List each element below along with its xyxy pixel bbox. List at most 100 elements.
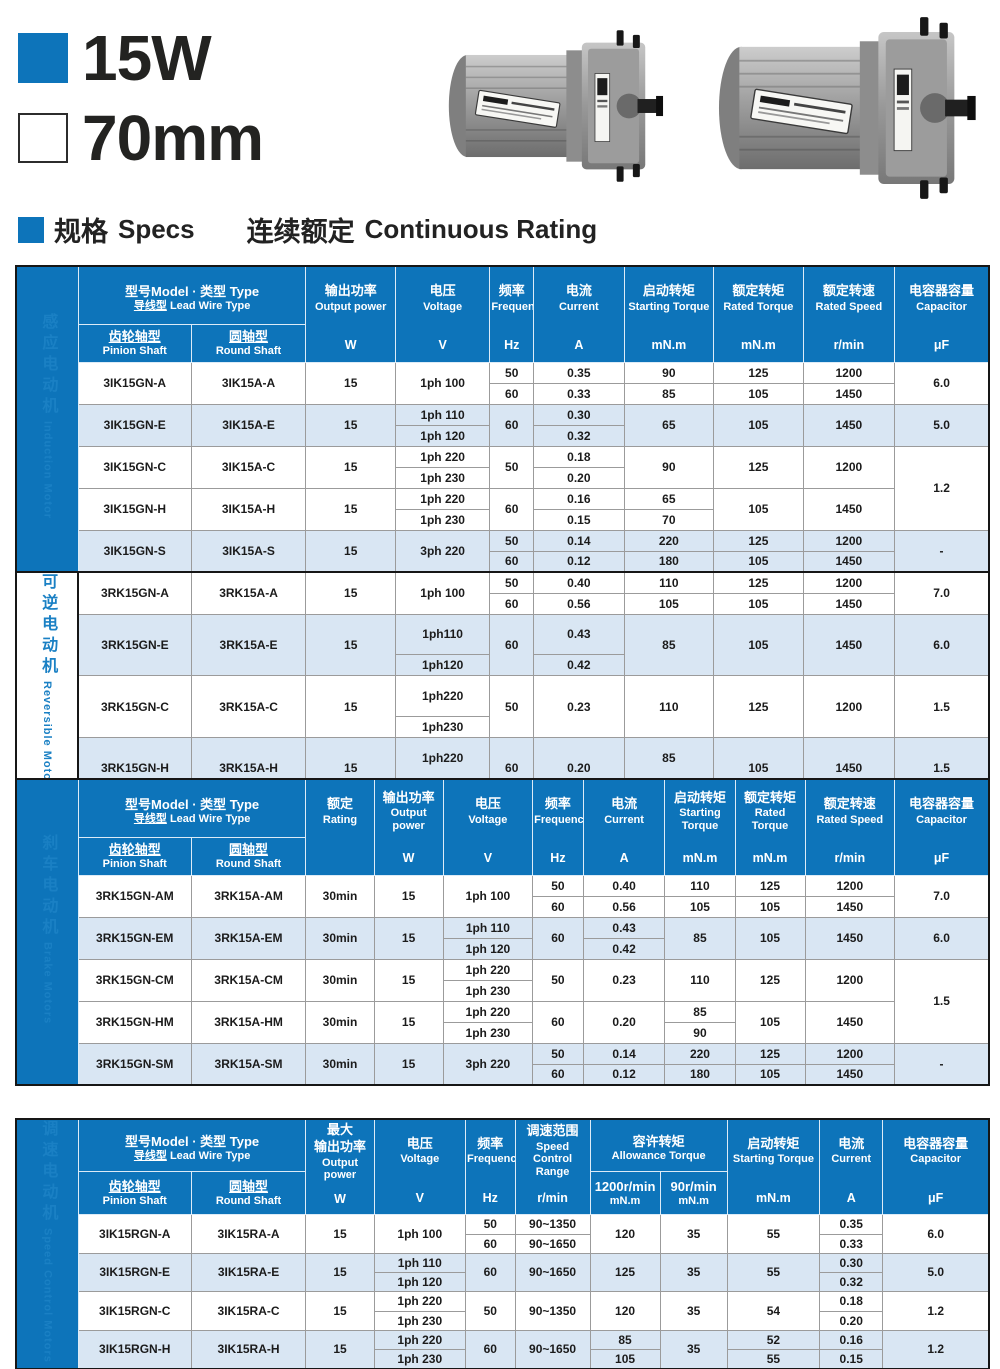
table-row: 60 90~1650 0.33 (16, 1233, 989, 1254)
value-cell: 0.32 (819, 1272, 884, 1293)
value-cell: 90~1650 (514, 1252, 591, 1293)
value-cell: 3IK15RGN-A (77, 1214, 192, 1254)
value-cell: 3RK15GN-EM (77, 916, 192, 960)
value-cell: 5.0 (882, 1252, 990, 1293)
value-cell: 3RK15A-AM (190, 874, 307, 918)
table-row: 3IK15GN-S 3IK15A-S 15 3ph 220 50 0.14 220 125 12… (16, 529, 990, 573)
value-cell: 3RK15A-E (190, 613, 307, 677)
value-cell: 0.14 (582, 1042, 666, 1065)
table-header-row: 调速电动机 Speed Control Motors 型号Model · 类型 Ty… (15, 1118, 990, 1369)
value-cell: 3IK15GN-A (77, 361, 192, 405)
motor-type-label-zh: 刹车电动机 (39, 834, 57, 940)
value-cell: 1ph220 (394, 675, 491, 718)
value-cell: 60 (532, 1000, 584, 1044)
value-cell: 85 (623, 737, 715, 779)
table-row: 3IK15RGN-C 3IK15RA-C 15 1ph 220 50 90~1350 120… (16, 1291, 990, 1331)
continuous-rating-table-speed-control: 调速电动机 Speed Control Motors 型号Model · 类型 Ty… (15, 1118, 990, 1369)
value-cell: 90~1350 (514, 1291, 591, 1331)
value-cell: 1ph 110 (394, 403, 491, 426)
value-cell: 55 (726, 1214, 821, 1254)
value-cell: 0.18 (819, 1291, 884, 1312)
power-badge: 15W (18, 26, 212, 90)
header-cell: 频率FrequencyHz (489, 265, 535, 363)
value-cell: 1450 (804, 916, 896, 960)
value-cell: 0.15 (533, 508, 625, 531)
value-cell: 0.56 (533, 592, 625, 615)
value-cell: 30min (305, 958, 375, 1002)
value-cell: 0.35 (819, 1214, 884, 1235)
table-row: 3RK15GN-EM 3RK15A-EM 30min 15 1ph 110 60 0.43 8… (16, 916, 990, 960)
value-cell: 3RK15A-A (190, 571, 307, 615)
value-cell: 1ph 120 (394, 424, 491, 447)
header-cell: 电流 Current A (533, 265, 625, 363)
value-cell: 1ph120 (394, 654, 491, 677)
value-cell: 1ph 220 (442, 1000, 534, 1023)
value-cell: 0.33 (819, 1233, 884, 1254)
value-cell: 3IK15GN-E (77, 403, 192, 447)
value-cell: 1.5 (894, 958, 990, 1044)
value-cell: 15 (305, 403, 396, 447)
value-cell: 105 (623, 592, 715, 615)
header-cell: 圆轴型 Round Shaft (190, 1170, 307, 1216)
header-cell: 输出功率 Output power W (305, 265, 396, 363)
value-cell: 15 (305, 1291, 375, 1331)
value-cell: 0.42 (533, 654, 625, 677)
table-row: 60 0.33 85 105 1450 (16, 382, 989, 405)
value-cell: 0.14 (533, 529, 625, 552)
value-cell: 3ph 220 (442, 1042, 534, 1086)
header-cell: 电容器容量 Capacitor μF (894, 265, 990, 363)
value-cell: 85 (589, 1329, 661, 1351)
value-cell: 1ph220 (394, 737, 491, 779)
value-cell: 30min (305, 1000, 375, 1044)
value-cell: 54 (726, 1291, 821, 1331)
header-cell: 齿轮轴型 Pinion Shaft (77, 1170, 192, 1216)
value-cell: 1450 (804, 1000, 896, 1044)
table-header-row: 感应电动机 Induction Motor 型号Model · 类型 Type 导线型… (15, 265, 990, 573)
value-cell: 3RK15GN-C (77, 675, 192, 739)
table-row: 60 0.56 105 105 1450 (16, 592, 989, 615)
motor-type-label-en: Induction Motor (41, 421, 54, 520)
value-cell: 60 (489, 403, 535, 447)
value-cell: 1ph 220 (373, 1329, 467, 1351)
value-cell: 1200 (802, 361, 896, 384)
table-row: 3RK15GN-AM 3RK15A-AM 30min 15 1ph 100 50 0.40 1… (16, 874, 990, 918)
value-cell: 15 (305, 571, 396, 615)
header-cell: 圆轴型 Round Shaft (190, 836, 307, 876)
value-cell: 0.16 (819, 1329, 884, 1351)
table-header-row: 刹车电动机 Brake Motors 型号Model · 类型 Type 导线型 Le… (15, 778, 990, 1086)
value-cell: 105 (734, 895, 806, 918)
header-cell: 齿轮轴型 Pinion Shaft (77, 836, 192, 876)
value-cell: 220 (664, 1042, 736, 1065)
value-cell: 125 (734, 874, 806, 897)
motor-type-label: 刹车电动机 Brake Motors (15, 778, 79, 1086)
value-cell: - (894, 1042, 990, 1086)
value-cell: 15 (305, 1214, 375, 1254)
value-cell: 120 (589, 1291, 661, 1331)
value-cell: 50 (465, 1291, 516, 1331)
value-cell: 0.42 (582, 937, 666, 960)
value-cell: 1ph 120 (373, 1272, 467, 1293)
table-row: 1ph 230 90 (16, 1021, 989, 1044)
value-cell: 105 (713, 403, 804, 447)
table-row: 3IK15RGN-A 3IK15RA-A 15 1ph 100 50 90~1350 120… (16, 1214, 990, 1254)
value-cell: 3RK15A-CM (190, 958, 307, 1002)
value-cell: 1ph 220 (442, 958, 534, 981)
value-cell: 1200 (802, 675, 896, 739)
value-cell: 60 (489, 382, 535, 405)
header-cell: 频率FrequencyHz (532, 778, 584, 876)
header-cell: 启动转矩 Starting Torque mN.m (664, 778, 736, 876)
motor-type-label: 感应电动机 Induction Motor (15, 265, 79, 573)
table-row: 1ph 230 105 55 0.15 (16, 1349, 989, 1369)
white-square-icon (18, 113, 68, 163)
value-cell: 125 (734, 1042, 806, 1065)
value-cell: 50 (489, 445, 535, 489)
value-cell: 30min (305, 874, 375, 918)
value-cell: 125 (713, 675, 804, 739)
value-cell: 35 (659, 1214, 728, 1254)
value-cell: 0.43 (582, 916, 666, 939)
value-cell: 110 (664, 958, 736, 1002)
value-cell: 6.0 (882, 1214, 990, 1254)
value-cell: 0.30 (819, 1252, 884, 1274)
value-cell: 5.0 (894, 403, 990, 447)
value-cell: 0.56 (582, 895, 666, 918)
